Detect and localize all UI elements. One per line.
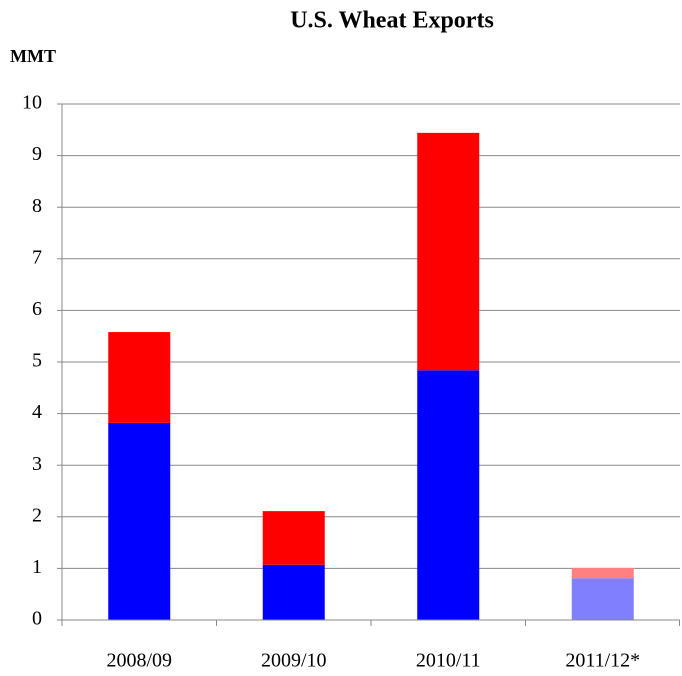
bar-segment	[571, 567, 634, 579]
y-tick-label: 2	[32, 504, 42, 526]
bar-segment	[571, 578, 634, 620]
bar-segment	[108, 332, 171, 423]
bar-segment	[108, 422, 171, 620]
x-tick-label: 2009/10	[261, 650, 327, 672]
bar-segment	[417, 132, 480, 371]
y-tick-label: 7	[32, 246, 42, 268]
y-tick-label: 10	[22, 92, 42, 114]
y-tick-label: 8	[32, 195, 42, 217]
bar-segment	[262, 511, 325, 565]
y-tick-label: 5	[32, 350, 42, 372]
y-tick-label: 3	[32, 453, 42, 475]
y-tick-label: 6	[32, 298, 42, 320]
y-tick-label: 0	[32, 608, 42, 630]
x-tick-label: 2011/12*	[565, 650, 640, 672]
y-tick-label: 1	[32, 556, 42, 578]
bar-segment	[417, 370, 480, 620]
bar-segment	[262, 564, 325, 620]
y-tick-label: 9	[32, 143, 42, 165]
y-tick-label: 4	[32, 401, 42, 423]
y-axis-label: MMT	[10, 46, 56, 66]
x-tick-label: 2008/09	[106, 650, 172, 672]
chart-title: U.S. Wheat Exports	[290, 8, 494, 34]
x-tick-label: 2010/11	[416, 650, 481, 672]
